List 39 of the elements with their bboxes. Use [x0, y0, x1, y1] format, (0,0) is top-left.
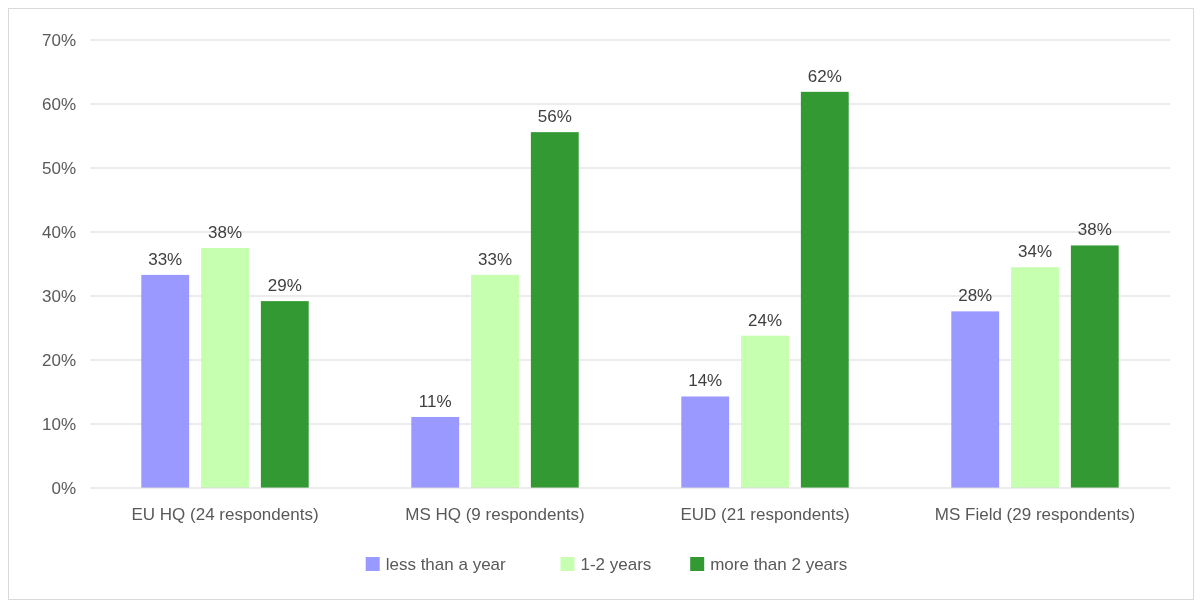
data-label: 11% [418, 391, 452, 411]
bar [741, 335, 789, 488]
y-tick-label: 60% [41, 94, 76, 114]
data-label: 38% [207, 223, 243, 242]
data-label: 29% [267, 276, 302, 296]
x-tick-label: EU HQ (24 respondents) [131, 505, 319, 524]
x-tick-label: MS HQ (9 respondents) [405, 505, 585, 524]
bar [951, 311, 1000, 488]
bar [201, 248, 249, 488]
data-label: 14% [688, 371, 723, 391]
data-label: 33% [148, 249, 183, 269]
y-tick-label: 30% [41, 286, 76, 306]
y-tick-label: 20% [41, 350, 76, 370]
data-label: 28% [958, 286, 993, 306]
y-tick-label: 10% [41, 414, 76, 434]
data-label: 62% [807, 66, 842, 86]
x-tick-label: MS Field (29 respondents) [934, 505, 1136, 524]
bar [681, 396, 730, 488]
y-tick-label: 40% [41, 222, 76, 242]
data-label: 33% [477, 249, 513, 269]
y-tick-label: 0% [51, 478, 76, 498]
data-label: 34% [1017, 242, 1053, 262]
data-label: 24% [747, 310, 783, 330]
bar [1011, 267, 1059, 488]
bar [411, 416, 460, 488]
x-tick-label: EUD (21 respondents) [680, 505, 850, 524]
y-tick-label: 70% [41, 30, 76, 50]
data-label: 38% [1077, 220, 1112, 240]
bar [530, 132, 579, 488]
bar [800, 91, 849, 488]
legend-label: 1-2 years [580, 554, 652, 574]
legend-label: less than a year [385, 554, 507, 574]
data-label: 56% [537, 107, 572, 127]
bar [260, 301, 309, 488]
y-tick-label: 50% [41, 158, 76, 178]
bar [141, 274, 190, 488]
bar [471, 274, 519, 488]
bar [1070, 245, 1119, 488]
legend-label: more than 2 years [710, 554, 848, 574]
